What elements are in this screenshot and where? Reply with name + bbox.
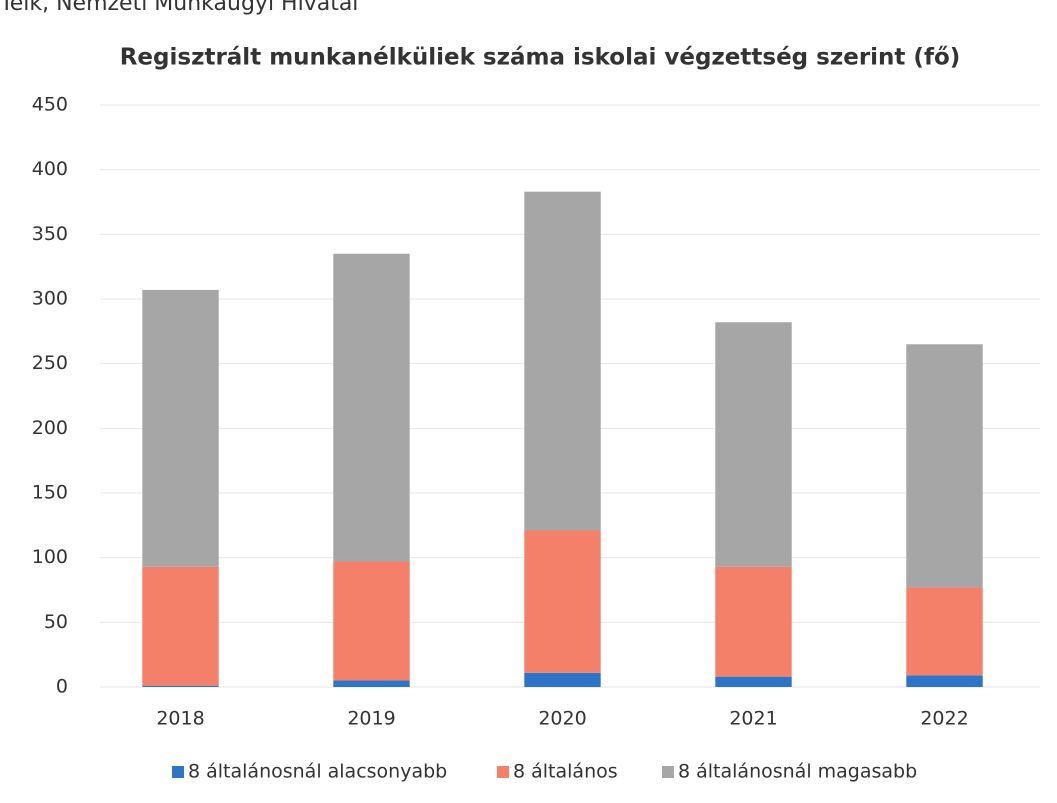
legend-swatch (497, 766, 509, 778)
bar-segment (715, 322, 792, 567)
legend-label: 8 általános (513, 761, 618, 783)
legend-swatch (662, 766, 674, 778)
x-tick-label: 2020 (538, 708, 586, 730)
legend-label: 8 általánosnál alacsonyabb (188, 761, 447, 783)
source-note: Telk, Nemzeti Munkaügyi Hivatal (0, 0, 358, 16)
y-tick-label: 350 (32, 223, 68, 245)
bar-segment (715, 566, 792, 677)
bar-segment (524, 191, 601, 531)
y-tick-label: 100 (32, 546, 68, 568)
x-tick-label: 2021 (729, 708, 777, 730)
chart-title: Regisztrált munkanélküliek száma iskolai… (120, 45, 961, 71)
y-tick-label: 0 (56, 676, 68, 698)
y-tick-label: 50 (44, 611, 68, 633)
y-tick-label: 400 (32, 158, 68, 180)
bar-segment (333, 253, 410, 562)
bar-segment (142, 289, 219, 567)
bar-segment (142, 566, 219, 686)
y-tick-label: 450 (32, 94, 68, 116)
y-tick-label: 300 (32, 288, 68, 310)
bar-segment (333, 680, 410, 687)
bar-segment (142, 685, 219, 687)
y-tick-label: 200 (32, 417, 68, 439)
x-tick-label: 2022 (920, 708, 968, 730)
x-tick-label: 2019 (347, 708, 395, 730)
legend-label: 8 általánosnál magasabb (678, 761, 917, 783)
bar-segment (906, 587, 983, 676)
y-tick-label: 250 (32, 352, 68, 374)
legend-swatch (172, 766, 184, 778)
bar-segment (906, 675, 983, 687)
bar-segment (333, 561, 410, 681)
bar-segment (906, 344, 983, 588)
bar-segment (524, 672, 601, 687)
y-tick-label: 150 (32, 482, 68, 504)
x-tick-label: 2018 (156, 708, 204, 730)
bar-segment (524, 530, 601, 673)
bar-segment (715, 676, 792, 687)
